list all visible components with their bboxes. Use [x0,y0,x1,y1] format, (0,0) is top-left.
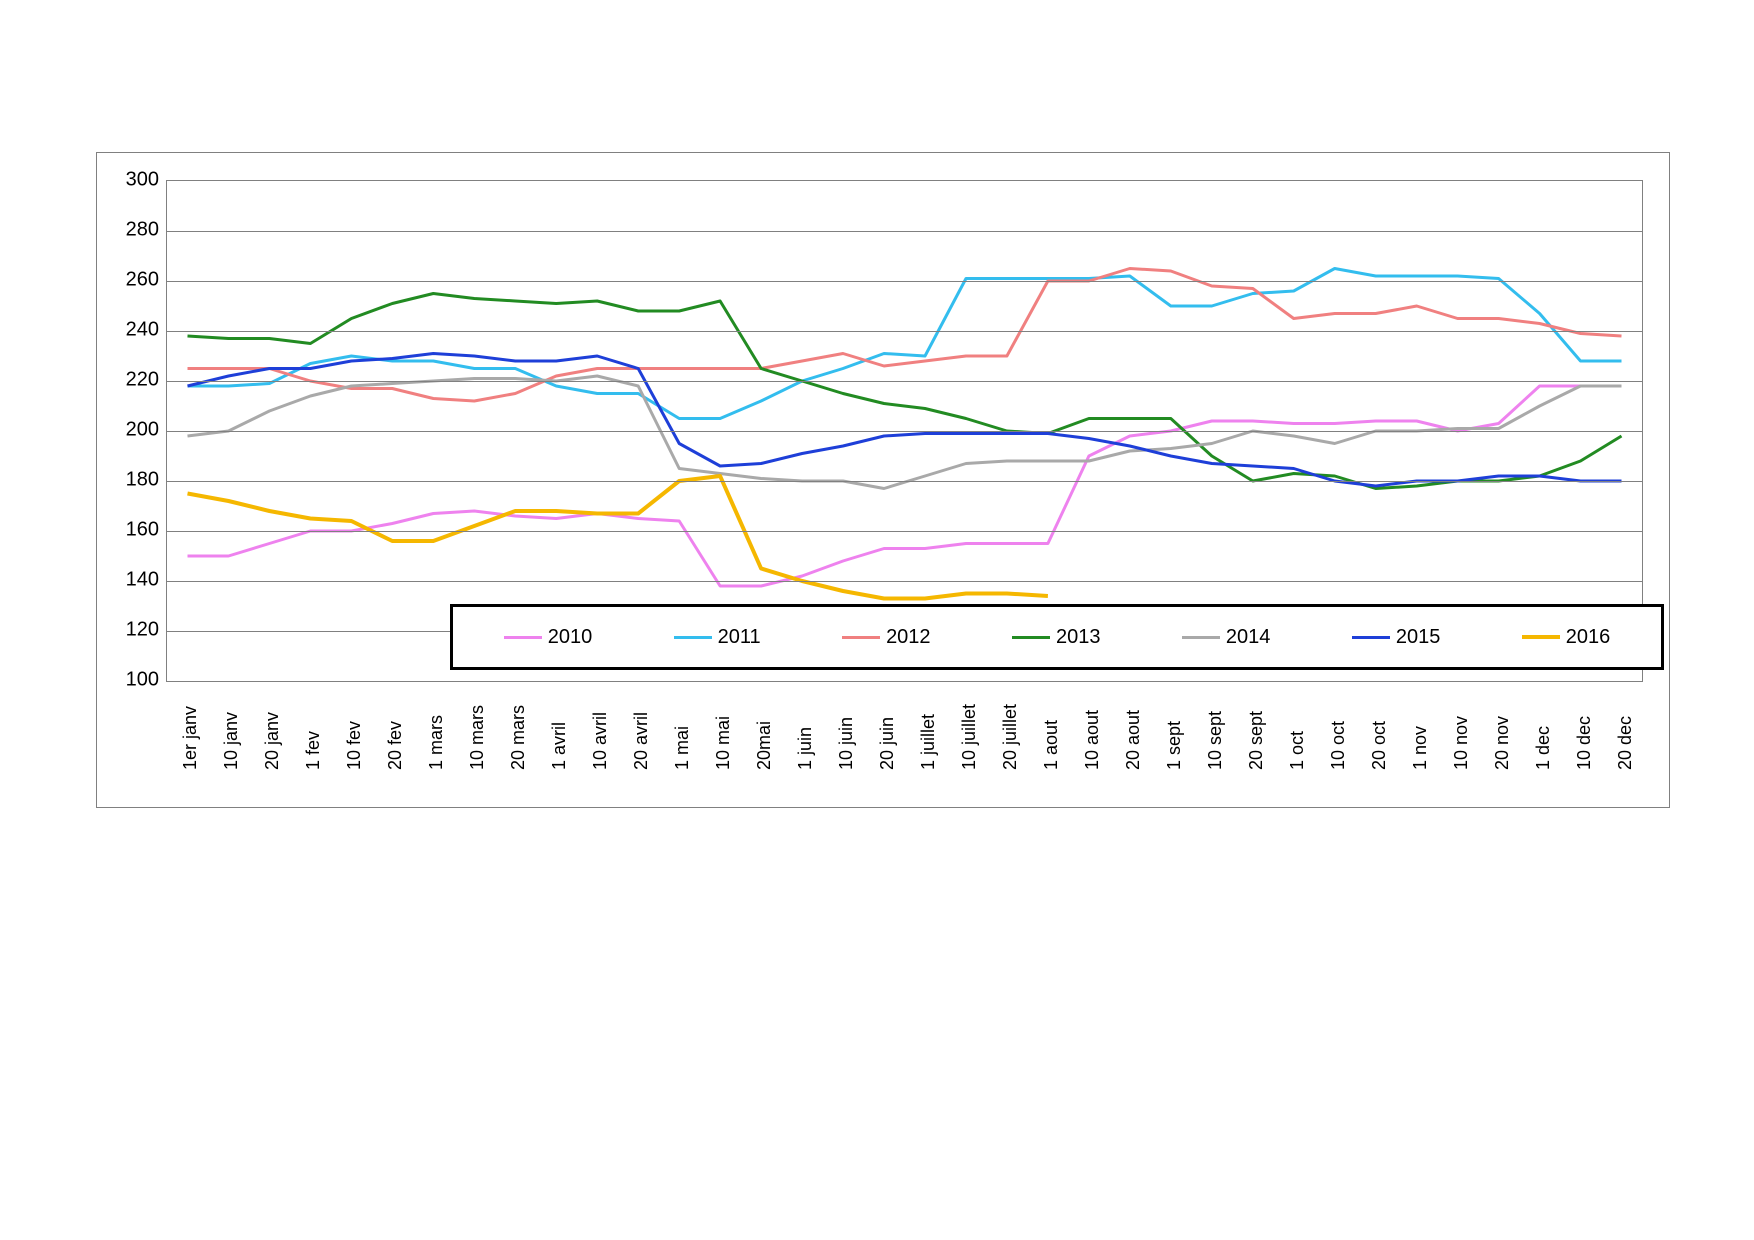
gridline [167,531,1642,532]
legend-item-2010: 2010 [504,626,593,649]
gridline [167,481,1642,482]
x-tick-label: 20 avril [631,712,652,770]
x-tick-label: 10 fev [344,721,365,770]
x-tick-label: 1 nov [1410,726,1431,770]
legend-item-2015: 2015 [1352,626,1441,649]
y-tick-label: 260 [111,269,159,292]
legend-swatch [1182,636,1220,639]
x-tick-label: 10 mai [713,716,734,770]
gridline [167,381,1642,382]
gridline [167,331,1642,332]
x-tick-label: 1 aout [1041,720,1062,770]
y-tick-label: 120 [111,619,159,642]
legend-label: 2010 [548,626,593,649]
legend-swatch [1522,635,1560,639]
x-tick-label: 1 mars [426,715,447,770]
y-tick-label: 300 [111,169,159,192]
x-tick-label: 10 avril [590,712,611,770]
series-2011 [188,269,1622,419]
x-tick-label: 20 janv [262,712,283,770]
legend-item-2016: 2016 [1522,626,1611,649]
legend-label: 2013 [1056,626,1101,649]
x-tick-label: 20 mars [508,705,529,770]
x-tick-label: 1 sept [1164,721,1185,770]
x-tick-label: 1 fev [303,731,324,770]
x-tick-label: 10 mars [467,705,488,770]
legend-label: 2011 [718,626,761,649]
x-tick-label: 1er janv [180,706,201,770]
series-2014 [188,376,1622,489]
chart-legend: 2010 2011 2012 2013 2014 2015 2016 [450,604,1664,670]
x-tick-label: 10 nov [1451,716,1472,770]
x-tick-label: 10 sept [1205,711,1226,770]
x-tick-label: 10 aout [1082,710,1103,770]
x-tick-label: 20 juillet [1000,704,1021,770]
legend-item-2013: 2013 [1012,626,1101,649]
y-tick-label: 220 [111,369,159,392]
y-tick-label: 160 [111,519,159,542]
x-tick-label: 20 nov [1492,716,1513,770]
x-tick-label: 1 juillet [918,714,939,770]
x-tick-label: 10 dec [1574,716,1595,770]
legend-label: 2012 [886,626,931,649]
legend-item-2011: 2011 [674,626,761,649]
legend-item-2012: 2012 [842,626,931,649]
x-tick-label: 1 juin [795,727,816,770]
x-tick-label: 1 oct [1287,731,1308,770]
y-tick-label: 280 [111,219,159,242]
legend-label: 2014 [1226,626,1271,649]
x-tick-label: 1 dec [1533,726,1554,770]
legend-label: 2015 [1396,626,1441,649]
x-tick-label: 20mai [754,721,775,770]
x-tick-label: 10 juin [836,717,857,770]
y-tick-label: 200 [111,419,159,442]
legend-label: 2016 [1566,626,1611,649]
x-tick-label: 20 juin [877,717,898,770]
y-tick-label: 100 [111,669,159,692]
gridline [167,231,1642,232]
x-tick-label: 20 fev [385,721,406,770]
x-tick-label: 1 avril [549,722,570,770]
x-tick-label: 10 oct [1328,721,1349,770]
gridline [167,281,1642,282]
x-tick-label: 20 dec [1615,716,1636,770]
x-tick-label: 1 mai [672,726,693,770]
x-tick-label: 20 sept [1246,711,1267,770]
x-tick-label: 10 juillet [959,704,980,770]
page: 100 120 140 160 180 200 220 240 260 280 300 1er ja… [0,0,1754,1240]
legend-swatch [1012,636,1050,639]
y-tick-label: 140 [111,569,159,592]
x-tick-label: 10 janv [221,712,242,770]
gridline [167,431,1642,432]
legend-item-2014: 2014 [1182,626,1271,649]
y-tick-label: 240 [111,319,159,342]
legend-swatch [842,636,880,639]
y-tick-label: 180 [111,469,159,492]
x-tick-label: 20 aout [1123,710,1144,770]
legend-swatch [1352,636,1390,639]
legend-swatch [674,636,712,639]
legend-swatch [504,636,542,639]
x-tick-label: 20 oct [1369,721,1390,770]
gridline [167,581,1642,582]
